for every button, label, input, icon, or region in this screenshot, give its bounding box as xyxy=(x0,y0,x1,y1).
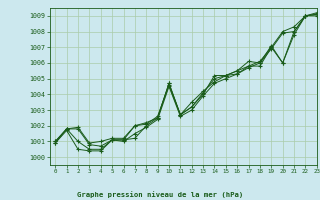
Text: Graphe pression niveau de la mer (hPa): Graphe pression niveau de la mer (hPa) xyxy=(77,191,243,198)
